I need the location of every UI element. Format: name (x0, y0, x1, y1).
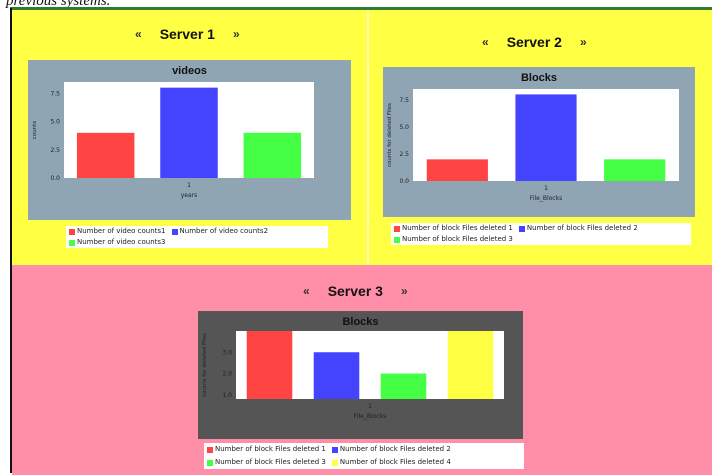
bar-series-4 (447, 331, 494, 399)
legend-swatch (518, 225, 525, 232)
chart-svg: Blocks 0.0 2.5 5.0 7.5 counts for deleted Fil… (383, 67, 695, 217)
server-2-prev-button[interactable]: « (482, 35, 489, 49)
legend-item: Number of block Files deleted 3 (207, 458, 326, 467)
server-1-prev-button[interactable]: « (135, 27, 142, 41)
x-tick-label: 1 (368, 403, 372, 410)
legend-label: Number of block Files deleted 2 (339, 445, 451, 453)
bar-series-2 (160, 87, 218, 178)
legend-item: Number of video counts1 (69, 227, 166, 236)
y-tick-label: 2.5 (399, 151, 409, 158)
chart-legend: Number of block Files deleted 1 Number of… (391, 223, 691, 245)
legend-label: Number of block Files deleted 3 (215, 458, 326, 466)
server-2-next-button[interactable]: » (579, 35, 587, 49)
chart-legend: Number of video counts1 Number of video c… (66, 226, 328, 248)
bar-series-1 (426, 159, 488, 181)
legend-label: Number of block Files deleted 3 (402, 235, 513, 243)
caption-text: previous systems. (6, 0, 111, 9)
server-3-title: Server 3 (327, 283, 383, 299)
bar-series-3 (380, 373, 427, 399)
legend-label: Number of video counts3 (77, 238, 166, 246)
bar-series-2 (313, 352, 360, 399)
x-tick-label: 1 (187, 182, 191, 189)
y-axis-label: counts (32, 121, 38, 140)
legend-item: Number of video counts2 (171, 227, 269, 236)
legend-label: Number of video counts1 (77, 227, 166, 235)
legend-swatch (207, 459, 213, 466)
server-1-chart: videos 0.0 2.5 5.0 7.5 counts 1 years Number of … (28, 60, 351, 248)
legend-swatch (394, 236, 400, 243)
y-tick-label: 5.0 (399, 124, 409, 131)
legend-swatch (69, 228, 75, 235)
legend-item: Number of block Files deleted 1 (394, 224, 513, 233)
server-3-header: « Server 3 » (303, 283, 408, 299)
legend-swatch (69, 239, 75, 246)
y-tick-label: 0.0 (50, 175, 60, 182)
server-3-chart: Blocks 1.0 2.0 3.0 counts for deleted Files 1… (198, 311, 524, 471)
y-tick-label: 3.0 (222, 349, 232, 356)
y-axis-label: counts for deleted Files (387, 103, 393, 167)
bar-series-3 (604, 159, 666, 181)
bar-series-1 (76, 132, 135, 178)
legend-item: Number of block Files deleted 2 (518, 224, 638, 233)
legend-item: Number of block Files deleted 3 (394, 235, 513, 244)
bar-series-2 (515, 94, 577, 181)
chart-svg: Blocks 1.0 2.0 3.0 counts for deleted Files 1… (198, 311, 523, 439)
legend-label: Number of block Files deleted 1 (402, 224, 513, 232)
server-1-title: Server 1 (159, 26, 215, 42)
x-axis-label: years (181, 192, 198, 199)
legend-swatch (394, 225, 400, 232)
chart-svg: videos 0.0 2.5 5.0 7.5 counts 1 years (28, 60, 351, 220)
legend-label: Number of video counts2 (179, 227, 269, 235)
chart-legend: Number of block Files deleted 1 Number of… (204, 443, 524, 469)
legend-swatch (331, 446, 338, 453)
server-3-prev-button[interactable]: « (303, 284, 310, 298)
server-2-title: Server 2 (506, 34, 562, 50)
legend-swatch (331, 459, 338, 466)
y-tick-label: 5.0 (50, 119, 60, 126)
bar-series-3 (243, 132, 302, 178)
legend-item: Number of block Files deleted 1 (207, 445, 326, 454)
server-1-header: « Server 1 » (135, 26, 240, 42)
page-frame (10, 8, 712, 473)
legend-swatch (207, 446, 213, 453)
x-axis-label: File_Blocks (530, 195, 562, 202)
legend-label: Number of block Files deleted 2 (526, 224, 638, 232)
legend-item: Number of video counts3 (69, 238, 166, 247)
chart-title: videos (172, 65, 207, 77)
legend-item: Number of block Files deleted 4 (331, 458, 451, 467)
y-tick-label: 2.5 (50, 147, 60, 154)
bar-series-1 (246, 331, 293, 399)
server-2-chart: Blocks 0.0 2.5 5.0 7.5 counts for deleted Fil… (383, 67, 695, 245)
server-1-next-button[interactable]: » (232, 27, 240, 41)
y-axis-label: counts for deleted Files (202, 333, 208, 397)
server-2-header: « Server 2 » (482, 34, 587, 50)
chart-title: Blocks (342, 316, 378, 328)
top-border (10, 7, 712, 10)
x-axis-label: File_Blocks (354, 413, 386, 420)
y-tick-label: 7.5 (399, 97, 409, 104)
y-tick-label: 0.0 (399, 178, 409, 185)
chart-title: Blocks (521, 72, 557, 84)
y-tick-label: 2.0 (222, 371, 232, 378)
legend-swatch (171, 228, 178, 235)
x-tick-label: 1 (544, 185, 548, 192)
server-3-next-button[interactable]: » (400, 284, 408, 298)
panel-divider (367, 10, 369, 265)
y-tick-label: 7.5 (50, 90, 60, 97)
legend-item: Number of block Files deleted 2 (331, 445, 451, 454)
y-tick-label: 1.0 (222, 392, 232, 399)
legend-label: Number of block Files deleted 1 (215, 445, 326, 453)
legend-label: Number of block Files deleted 4 (339, 458, 451, 466)
